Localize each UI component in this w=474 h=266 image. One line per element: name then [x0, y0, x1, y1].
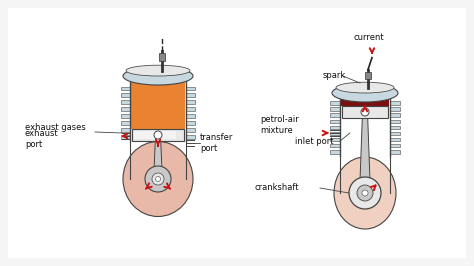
Bar [159, 53, 165, 61]
Circle shape [349, 177, 381, 209]
Bar [330, 101, 340, 105]
Bar [340, 93, 390, 156]
Bar [390, 107, 400, 111]
Bar [121, 121, 130, 125]
Ellipse shape [341, 92, 389, 102]
Ellipse shape [126, 65, 190, 76]
Circle shape [155, 177, 161, 181]
Ellipse shape [123, 67, 193, 85]
Bar [121, 114, 130, 118]
Polygon shape [360, 112, 370, 181]
Bar [186, 100, 195, 104]
Bar [341, 97, 389, 106]
Bar [186, 128, 195, 132]
Bar [330, 114, 340, 117]
Ellipse shape [334, 157, 396, 229]
Circle shape [361, 108, 369, 116]
Bar [121, 93, 130, 97]
Bar [121, 128, 130, 132]
Bar [330, 150, 340, 153]
Bar [132, 129, 184, 141]
Bar [390, 138, 400, 141]
Polygon shape [131, 74, 185, 129]
Bar [390, 150, 400, 153]
Text: spark: spark [323, 72, 346, 81]
Bar [121, 100, 130, 104]
Text: petrol-air
mixture: petrol-air mixture [260, 115, 299, 135]
Ellipse shape [332, 84, 398, 102]
Bar [330, 138, 340, 141]
Bar [186, 107, 195, 111]
Bar [186, 121, 195, 125]
Bar [390, 132, 400, 135]
Text: current: current [354, 34, 384, 43]
Bar [330, 120, 340, 123]
Ellipse shape [336, 82, 394, 93]
Bar [390, 120, 400, 123]
Bar [330, 107, 340, 111]
Bar [186, 87, 195, 90]
Bar [134, 131, 176, 139]
Bar [186, 93, 195, 97]
Bar [330, 126, 340, 129]
Bar [330, 132, 340, 135]
Bar [130, 76, 186, 141]
Polygon shape [154, 135, 162, 171]
Text: transfer
port: transfer port [200, 133, 233, 153]
Text: exhaust
port: exhaust port [25, 129, 59, 149]
Circle shape [154, 131, 162, 139]
Bar [390, 144, 400, 147]
Bar [342, 106, 388, 118]
Circle shape [357, 185, 373, 201]
Ellipse shape [123, 142, 193, 217]
Bar [390, 126, 400, 129]
Circle shape [145, 166, 171, 192]
Bar [186, 135, 195, 139]
Text: exhaust gases: exhaust gases [25, 123, 86, 131]
Text: inlet port: inlet port [295, 136, 334, 146]
Circle shape [362, 190, 368, 196]
Circle shape [152, 173, 164, 185]
Bar [186, 114, 195, 118]
Bar [365, 72, 371, 78]
Text: crankshaft: crankshaft [255, 184, 300, 193]
Bar [121, 135, 130, 139]
Bar [121, 87, 130, 90]
Bar [121, 107, 130, 111]
Bar [390, 114, 400, 117]
Bar [390, 101, 400, 105]
Bar [330, 144, 340, 147]
